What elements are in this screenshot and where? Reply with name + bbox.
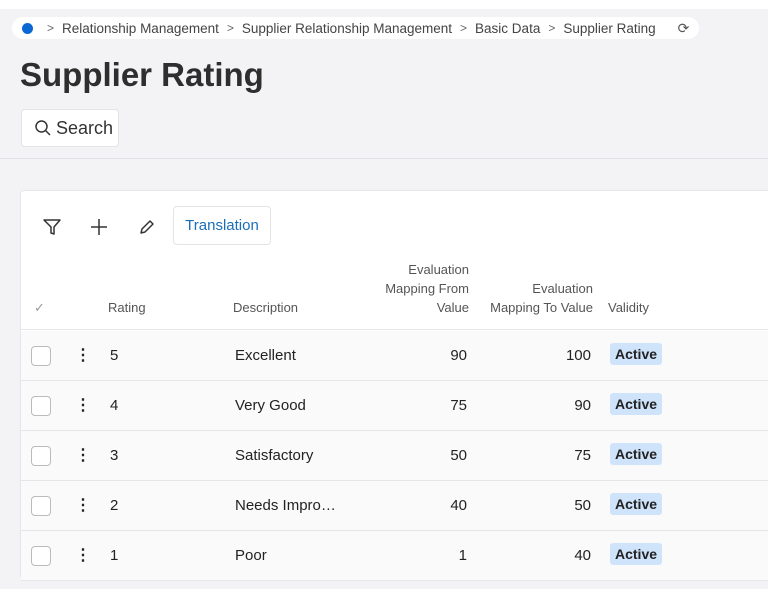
cell-rating: 3 [110, 447, 119, 464]
cell-to-value: 75 [574, 447, 591, 464]
breadcrumb: > Relationship Management > Supplier Rel… [12, 17, 700, 39]
chevron-right-icon: > [460, 21, 468, 35]
table-header: ✓ Rating Description Evaluation Mapping … [21, 251, 768, 330]
column-header-to[interactable]: Evaluation Mapping To Value [490, 281, 593, 315]
pencil-icon [140, 220, 154, 234]
cell-rating: 2 [110, 497, 119, 514]
column-header-rating[interactable]: Rating [108, 300, 146, 315]
column-header-description[interactable]: Description [233, 300, 299, 315]
column-header-validity[interactable]: Validity [608, 300, 649, 315]
more-options-icon[interactable]: ⋮ [75, 397, 91, 414]
plus-icon [91, 219, 107, 235]
cell-description: Very Good [235, 397, 306, 414]
chevron-right-icon: > [226, 21, 234, 35]
cell-rating: 5 [110, 347, 119, 364]
search-label: Search [56, 117, 114, 138]
cell-to-value: 40 [574, 547, 591, 564]
translation-button[interactable]: Translation [173, 206, 271, 245]
chevron-right-icon: > [548, 21, 556, 35]
table-row[interactable]: ⋮ 4 Very Good 75 90 Active [21, 381, 768, 431]
table-row[interactable]: ⋮ 3 Satisfactory 50 75 Active [21, 431, 768, 481]
row-checkbox[interactable] [31, 496, 51, 516]
filter-icon [43, 219, 61, 235]
cell-description: Excellent [235, 347, 296, 364]
more-options-icon[interactable]: ⋮ [75, 497, 91, 514]
cell-rating: 1 [110, 547, 119, 564]
chevron-right-icon: > [47, 21, 55, 35]
table-row[interactable]: ⋮ 1 Poor 1 40 Active [21, 531, 768, 581]
status-badge: Active [610, 393, 663, 415]
status-badge: Active [610, 493, 663, 515]
edit-button[interactable] [133, 213, 161, 241]
cell-from-value: 90 [450, 347, 467, 364]
select-all-icon[interactable]: ✓ [34, 300, 45, 315]
add-button[interactable] [85, 213, 113, 241]
cell-to-value: 100 [565, 347, 591, 364]
breadcrumb-item: Supplier Rating [563, 20, 656, 36]
cell-rating: 4 [110, 397, 119, 414]
divider [0, 158, 768, 159]
refresh-icon[interactable]: ⟳ [677, 19, 690, 36]
breadcrumb-item[interactable]: Relationship Management [62, 20, 219, 36]
row-checkbox[interactable] [31, 446, 51, 466]
cell-from-value: 75 [450, 397, 467, 414]
cell-description: Needs Impro… [235, 497, 336, 514]
more-options-icon[interactable]: ⋮ [75, 347, 91, 364]
cell-description: Poor [235, 547, 267, 564]
status-badge: Active [610, 343, 663, 365]
cell-to-value: 90 [574, 397, 591, 414]
table-card: Translation ✓ Rating Description Evaluat… [20, 190, 768, 581]
cell-from-value: 50 [450, 447, 467, 464]
filter-button[interactable] [38, 213, 66, 241]
search-icon [35, 120, 51, 136]
cell-from-value: 1 [458, 547, 467, 564]
status-badge: Active [610, 543, 663, 565]
more-options-icon[interactable]: ⋮ [75, 547, 91, 564]
page-title: Supplier Rating [20, 56, 264, 93]
search-button[interactable]: Search [21, 109, 119, 147]
home-icon[interactable] [22, 22, 33, 34]
breadcrumb-item[interactable]: Supplier Relationship Management [241, 20, 453, 36]
row-checkbox[interactable] [31, 346, 51, 366]
cell-to-value: 50 [574, 497, 591, 514]
cell-from-value: 40 [450, 497, 467, 514]
cell-description: Satisfactory [235, 447, 314, 464]
column-header-from[interactable]: Evaluation Mapping From Value [385, 262, 469, 315]
row-checkbox[interactable] [31, 396, 51, 416]
top-bar [0, 0, 768, 9]
status-badge: Active [610, 443, 663, 465]
more-options-icon[interactable]: ⋮ [75, 447, 91, 464]
table-row[interactable]: ⋮ 5 Excellent 90 100 Active [21, 331, 768, 381]
breadcrumb-item[interactable]: Basic Data [475, 20, 541, 36]
row-checkbox[interactable] [31, 546, 51, 566]
table-row[interactable]: ⋮ 2 Needs Impro… 40 50 Active [21, 481, 768, 531]
